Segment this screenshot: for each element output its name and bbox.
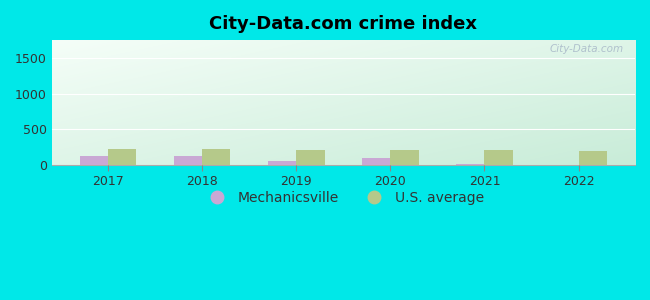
Bar: [80, 156, 108, 165]
Bar: [362, 158, 391, 165]
Bar: [268, 161, 296, 165]
Bar: [108, 148, 136, 165]
Bar: [578, 151, 607, 165]
Text: City-Data.com: City-Data.com: [549, 44, 623, 54]
Title: City-Data.com crime index: City-Data.com crime index: [209, 15, 477, 33]
Bar: [202, 149, 231, 165]
Bar: [456, 164, 484, 165]
Bar: [484, 150, 513, 165]
Bar: [391, 150, 419, 165]
Bar: [296, 150, 324, 165]
Bar: [174, 156, 202, 165]
Legend: Mechanicsville, U.S. average: Mechanicsville, U.S. average: [198, 185, 489, 210]
